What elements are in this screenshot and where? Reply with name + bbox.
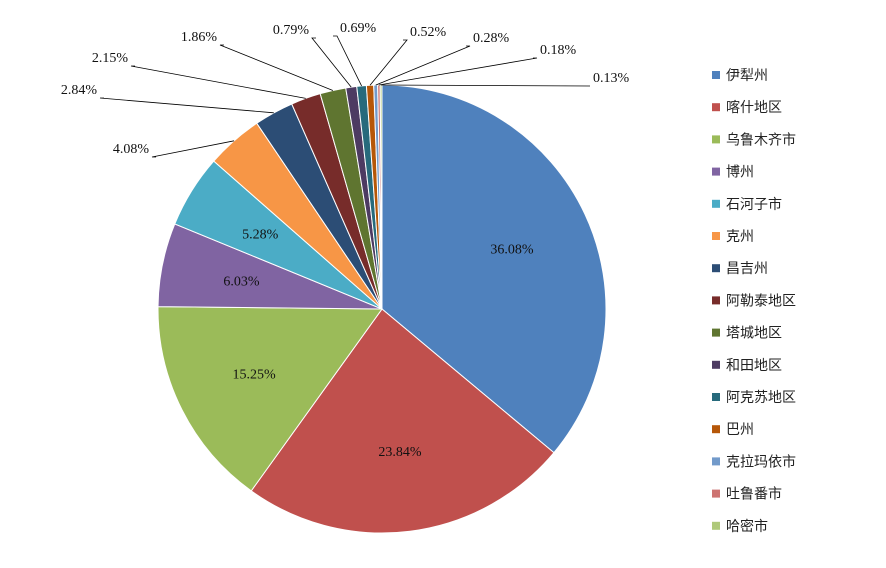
legend-swatch (712, 232, 720, 240)
legend-label: 哈密市 (726, 518, 768, 535)
leader-line (151, 140, 235, 158)
legend-label: 和田地区 (726, 358, 782, 374)
legend-label: 克州 (726, 229, 754, 245)
leader-line (99, 97, 274, 114)
data-label: 0.69% (340, 21, 377, 36)
legend-label: 阿勒泰地区 (726, 293, 796, 309)
legend-swatch (712, 328, 720, 337)
legend-swatch (712, 199, 720, 208)
legend-swatch (712, 135, 720, 144)
leader-line (130, 65, 306, 99)
leader-line (369, 39, 408, 86)
data-label: 5.28% (242, 227, 279, 242)
data-label: 0.18% (540, 43, 577, 58)
leader-line (333, 35, 362, 87)
data-label: 1.86% (181, 30, 218, 45)
legend-swatch (712, 521, 720, 530)
legend-swatch (712, 360, 720, 369)
legend-swatch (712, 393, 720, 401)
legend-label: 巴州 (726, 422, 754, 438)
pie-slice (250, 308, 555, 534)
legend-label: 博州 (726, 164, 754, 181)
leader-line (311, 37, 352, 88)
legend-label: 喀什地区 (726, 100, 782, 116)
data-labels: 36.08% 23.84% 15.25% 6.03% 5.28% 4.08% 2.84% 2.… (61, 21, 630, 460)
leader-lines (99, 35, 591, 158)
legend-label: 塔城地区 (726, 326, 782, 342)
data-label: 2.15% (92, 51, 129, 66)
legend-swatch (712, 489, 720, 498)
legend-swatch (712, 71, 720, 79)
legend-label: 乌鲁木齐市 (726, 131, 796, 148)
data-label: 0.13% (593, 71, 630, 86)
data-label: 36.08% (490, 242, 534, 257)
data-label: 6.03% (223, 275, 260, 290)
legend-label: 克拉玛依市 (726, 453, 796, 470)
data-label: 0.28% (473, 31, 510, 46)
legend-swatch (712, 167, 720, 176)
data-label: 2.84% (61, 83, 98, 98)
leader-line (378, 57, 538, 86)
legend-swatch (712, 425, 720, 434)
data-label: 0.52% (410, 25, 447, 40)
data-label: 15.25% (233, 368, 277, 383)
leader-line (219, 44, 334, 91)
legend-label: 吐鲁番市 (726, 486, 782, 503)
data-label: 0.79% (273, 23, 310, 38)
legend-swatch (712, 457, 720, 466)
pie-slices (157, 84, 607, 534)
legend-label: 阿克苏地区 (726, 390, 796, 406)
legend-swatch (712, 296, 720, 305)
data-label: 4.08% (113, 142, 150, 157)
legend-label: 昌吉州 (726, 261, 768, 277)
leader-line (381, 84, 591, 87)
data-label: 23.84% (378, 445, 422, 460)
legend-swatch (712, 103, 720, 112)
legend-label: 伊犁州 (726, 68, 768, 84)
pie-slice (381, 84, 607, 454)
legend-swatch (712, 264, 720, 273)
legend: 伊犁州喀什地区乌鲁木齐市博州石河子市克州昌吉州阿勒泰地区塔城地区和田地区阿克苏地… (712, 68, 796, 535)
leader-line (375, 45, 471, 86)
legend-label: 石河子市 (726, 196, 782, 213)
pie-slice (157, 306, 383, 492)
